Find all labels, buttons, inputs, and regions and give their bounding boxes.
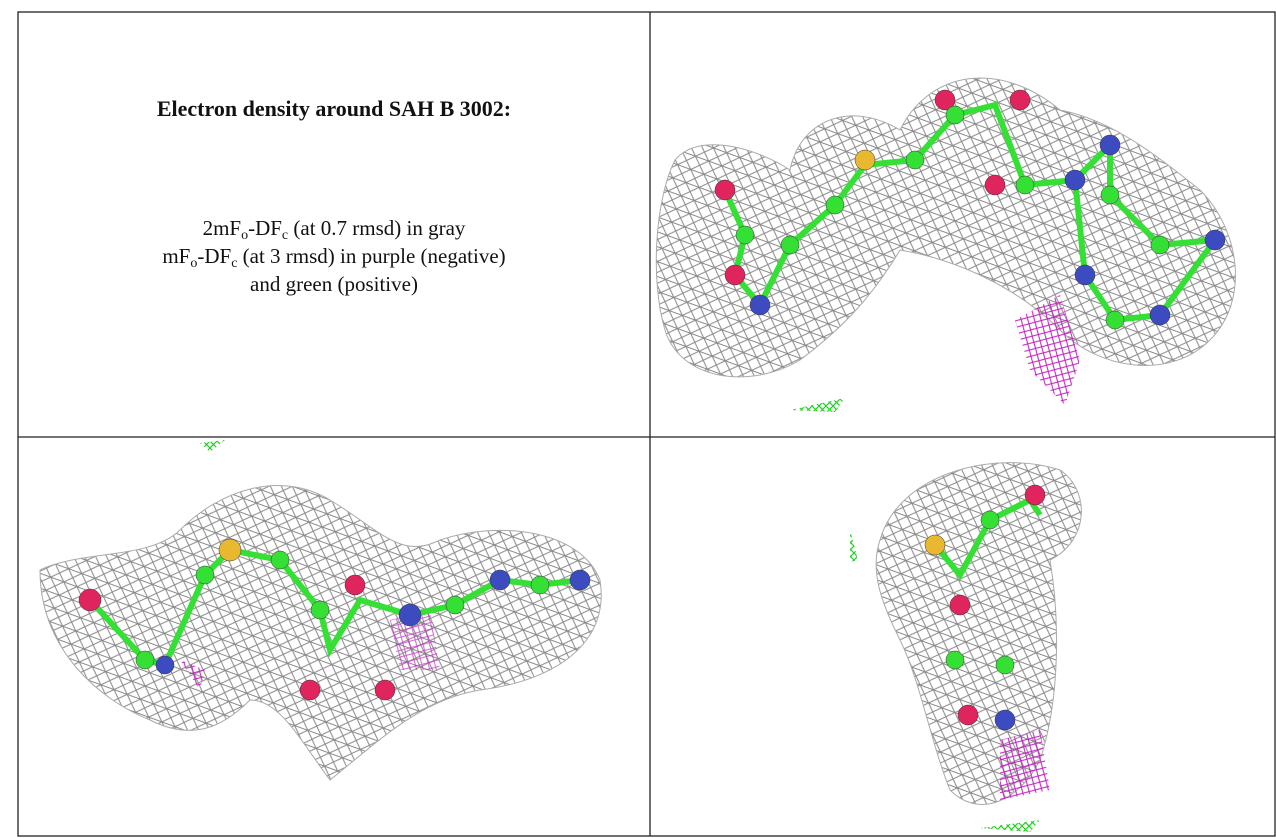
density-view-3 <box>850 463 1081 832</box>
legend-line: mFo-DFc (at 3 rmsd) in purple (negative) <box>18 242 650 270</box>
legend-text: -DF <box>248 216 282 240</box>
legend-line: 2mFo-DFc (at 0.7 rmsd) in gray <box>18 214 650 242</box>
caption-title: Electron density around SAH B 3002: <box>18 96 650 122</box>
page: Electron density around SAH B 3002: 2mFo… <box>0 0 1276 838</box>
legend-text: 2mF <box>203 216 242 240</box>
legend-text: (at 3 rmsd) in purple (negative) <box>237 244 505 268</box>
legend-text: -DF <box>197 244 231 268</box>
density-view-2 <box>40 440 601 780</box>
legend-line: and green (positive) <box>18 270 650 298</box>
legend-text: and green (positive) <box>250 272 418 296</box>
density-view-1 <box>656 78 1235 412</box>
legend-text: mF <box>162 244 190 268</box>
legend-text: (at 0.7 rmsd) in gray <box>288 216 465 240</box>
description-cell: Electron density around SAH B 3002: 2mFo… <box>18 12 650 437</box>
